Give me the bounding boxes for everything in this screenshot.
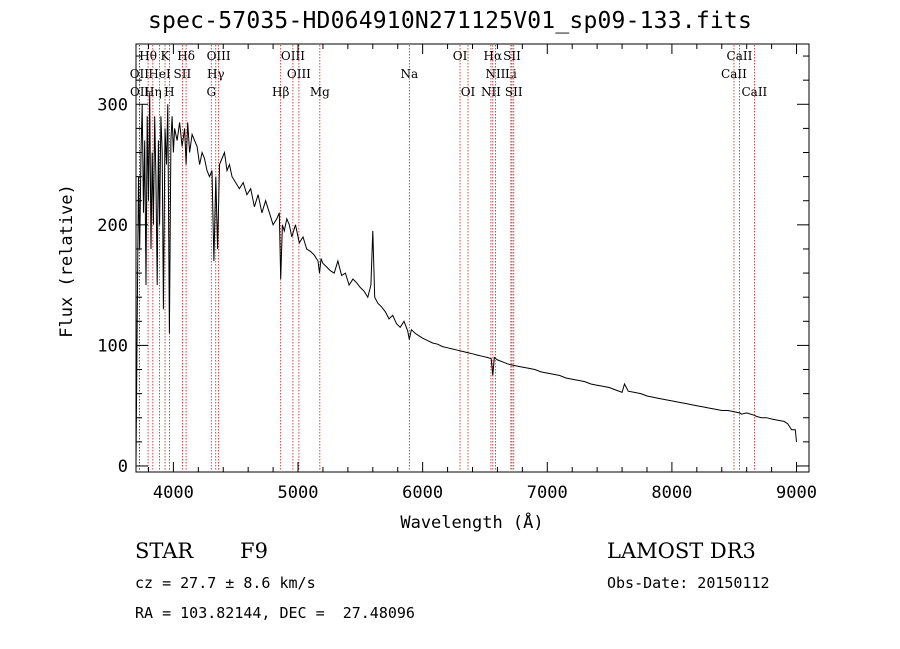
spectrum-line: [135, 92, 797, 467]
line-label: Li: [505, 67, 517, 81]
line-label: Hθ: [139, 49, 157, 63]
obs-date: Obs-Date: 20150112: [607, 574, 770, 592]
line-label: CaII: [721, 67, 747, 81]
line-label: Mg: [310, 85, 330, 99]
line-label: OII: [130, 85, 150, 99]
line-label: SII: [505, 85, 523, 99]
y-tick-label: 200: [97, 216, 128, 236]
line-label: Na: [400, 67, 418, 81]
line-label: OIII: [207, 49, 231, 63]
line-label: Hγ: [207, 67, 225, 81]
emission-line-markers: [138, 45, 755, 471]
line-label: Hδ: [177, 49, 195, 63]
line-label: SII: [503, 49, 521, 63]
line-label: NII: [481, 85, 501, 99]
line-label: NII: [485, 67, 505, 81]
line-label: OII: [130, 67, 150, 81]
subclass: F9: [240, 539, 268, 563]
line-label: Hα: [484, 49, 503, 63]
line-label: OI: [461, 85, 476, 99]
line-label: SII: [174, 67, 192, 81]
line-label: OIII: [287, 67, 311, 81]
line-label: HeI: [148, 67, 171, 81]
x-axis-label: Wavelength (Å): [400, 511, 543, 533]
line-label: H: [164, 85, 174, 99]
line-label: Hβ: [272, 85, 289, 99]
x-tick-label: 6000: [402, 483, 443, 503]
line-label: CaII: [741, 85, 767, 99]
axis-ticks: 4000 5000 6000 7000 8000 9000 0 100 200 300: [97, 44, 817, 503]
x-tick-label: 8000: [651, 483, 692, 503]
x-tick-label: 7000: [527, 483, 568, 503]
x-tick-label: 5000: [278, 483, 319, 503]
line-label: G: [206, 85, 216, 99]
y-tick-label: 100: [97, 336, 128, 356]
y-tick-label: 0: [118, 457, 128, 477]
redshift-cz: cz = 27.7 ± 8.6 km/s: [135, 574, 316, 592]
object-class: STAR: [135, 539, 194, 563]
survey-name: LAMOST DR3: [607, 539, 756, 563]
line-label: OIII: [281, 49, 305, 63]
line-label: CaII: [727, 49, 753, 63]
line-label: OI: [453, 49, 468, 63]
line-label: Hη: [144, 85, 162, 99]
chart-title: spec-57035-HD064910N271125V01_sp09-133.f…: [147, 8, 753, 34]
line-label: K: [161, 49, 171, 63]
x-tick-label: 4000: [153, 483, 194, 503]
y-tick-label: 300: [97, 95, 128, 115]
x-tick-label: 9000: [776, 483, 817, 503]
coordinates: RA = 103.82144, DEC = 27.48096: [135, 604, 415, 622]
y-axis-label: Flux (relative): [57, 184, 77, 338]
